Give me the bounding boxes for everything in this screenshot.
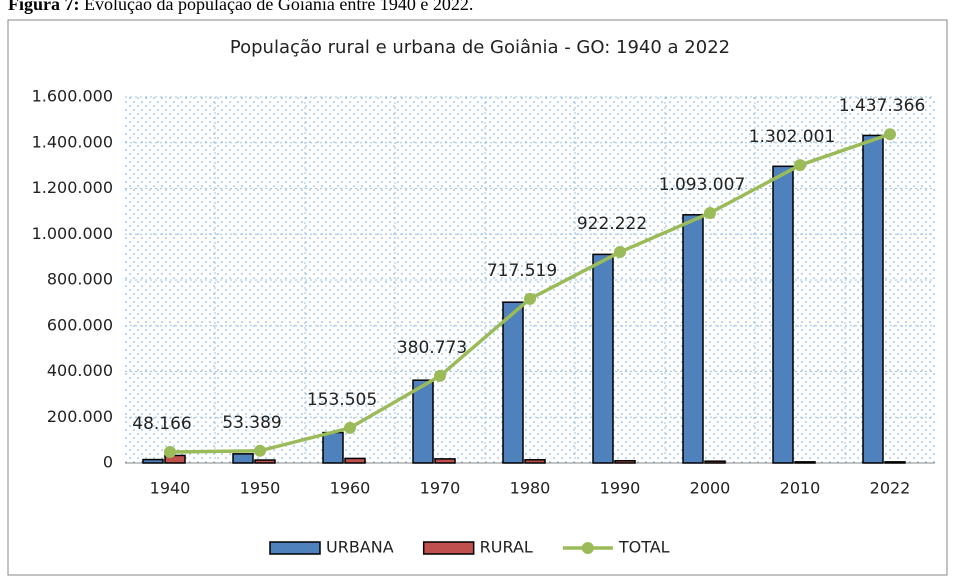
- legend-label: URBANA: [326, 538, 394, 557]
- y-tick-label: 1.000.000: [32, 224, 113, 243]
- bar: [772, 165, 794, 464]
- y-tick-label: 0: [103, 453, 113, 472]
- data-label: 1.093.007: [659, 175, 746, 195]
- data-label: 153.505: [307, 390, 377, 410]
- x-tick-label: 1970: [420, 479, 461, 498]
- y-tick-label: 400.000: [47, 361, 113, 380]
- bar: [344, 457, 366, 464]
- x-tick-label: 1960: [330, 479, 371, 498]
- bar: [412, 379, 434, 464]
- y-tick-label: 1.200.000: [32, 178, 113, 197]
- data-label: 922.222: [577, 214, 647, 234]
- x-tick-label: 2010: [780, 479, 821, 498]
- bar: [164, 454, 186, 464]
- line-point: [884, 128, 896, 141]
- bar: [614, 459, 636, 464]
- bar: [794, 461, 816, 464]
- data-label: 380.773: [397, 338, 467, 358]
- bar: [884, 461, 906, 464]
- data-label: 53.389: [222, 413, 281, 433]
- y-tick-label: 600.000: [47, 315, 113, 334]
- x-tick-label: 2000: [690, 479, 731, 498]
- x-tick-label: 1990: [600, 479, 641, 498]
- y-tick-label: 1.400.000: [32, 132, 113, 151]
- bar: [142, 458, 164, 464]
- legend-label: RURAL: [480, 538, 533, 557]
- bar: [434, 458, 456, 464]
- caption-label: Figura 7:: [8, 0, 80, 14]
- legend-label: TOTAL: [618, 538, 670, 557]
- x-tick-label: 1940: [150, 479, 191, 498]
- bar: [502, 301, 524, 464]
- legend-swatch: [269, 541, 321, 555]
- line-point: [704, 206, 716, 219]
- bar: [232, 453, 254, 464]
- legend-marker: [581, 542, 594, 554]
- x-tick-label: 1950: [240, 479, 281, 498]
- line-point: [254, 444, 266, 457]
- x-tick-label: 2022: [870, 479, 911, 498]
- legend-swatch: [422, 541, 475, 555]
- bar: [524, 459, 546, 464]
- line-point: [614, 246, 626, 259]
- x-tick-label: 1980: [510, 479, 551, 498]
- data-label: 717.519: [487, 261, 557, 281]
- data-label: 48.166: [132, 414, 191, 434]
- caption-text: Evolução da população de Goiânia entre 1…: [84, 0, 474, 14]
- bar: [322, 431, 344, 464]
- caption: Figura 7: Evolução da população de Goiân…: [8, 0, 473, 15]
- data-label: 1.437.366: [839, 96, 926, 116]
- bar: [592, 253, 614, 464]
- bar: [682, 214, 704, 464]
- y-tick-label: 1.600.000: [32, 87, 113, 106]
- line-point: [164, 445, 176, 458]
- line-point: [344, 421, 356, 434]
- data-label: 1.302.001: [749, 127, 836, 147]
- bar: [862, 134, 884, 464]
- bar: [254, 459, 276, 464]
- line-point: [434, 369, 446, 382]
- bar: [704, 460, 726, 464]
- y-tick-label: 800.000: [47, 270, 113, 289]
- y-tick-label: 200.000: [47, 407, 113, 426]
- chart-title: População rural e urbana de Goiânia - GO…: [230, 37, 730, 58]
- line-point: [794, 159, 806, 172]
- line-point: [524, 292, 536, 305]
